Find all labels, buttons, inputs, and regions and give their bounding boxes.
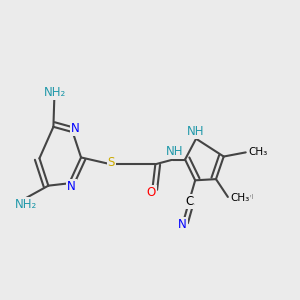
Text: methyl: methyl [230,194,254,200]
Text: CH₃: CH₃ [230,193,250,202]
Text: CH₃: CH₃ [248,147,267,158]
Text: S: S [108,156,115,169]
Text: C: C [185,195,194,208]
Text: N: N [67,180,76,194]
Text: NH₂: NH₂ [44,86,66,99]
Text: NH: NH [166,145,183,158]
Text: O: O [147,186,156,199]
Text: N: N [71,122,80,135]
Text: N: N [178,218,187,231]
Text: NH: NH [187,125,204,138]
Text: NH₂: NH₂ [15,198,37,211]
